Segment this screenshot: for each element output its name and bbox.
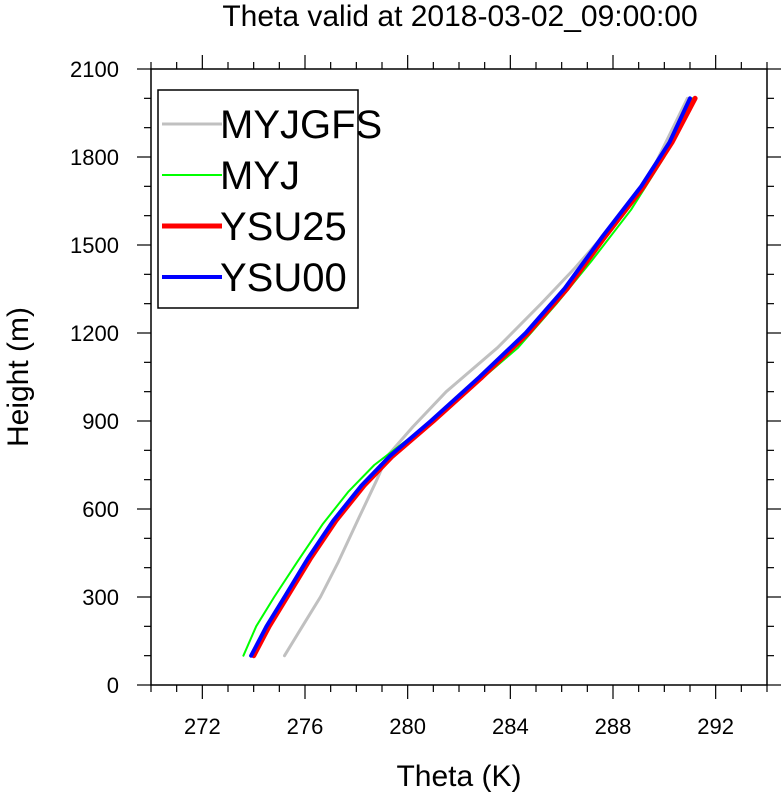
y-tick-label: 600 [82, 497, 119, 522]
x-tick-label: 280 [389, 714, 426, 739]
y-tick-label: 1800 [70, 145, 119, 170]
legend-box [157, 89, 359, 309]
legend-label: YSU25 [220, 205, 347, 249]
x-tick-label: 288 [595, 714, 632, 739]
y-tick-label: 900 [82, 409, 119, 434]
y-tick-label: 2100 [70, 57, 119, 82]
plot-area: 272 276 280 284 288 292 0 300 600 900 1200 1500 1800… [70, 55, 781, 739]
x-tick-label: 276 [287, 714, 324, 739]
legend-label: MYJGFS [220, 103, 382, 147]
x-axis-label: Theta (K) [396, 760, 521, 793]
y-tick-label: 1500 [70, 233, 119, 258]
x-tick-label: 272 [184, 714, 221, 739]
y-tick-label: 1200 [70, 321, 119, 346]
y-axis-label: Height (m) [2, 307, 35, 447]
legend-label: YSU00 [220, 256, 347, 300]
y-tick-label: 300 [82, 585, 119, 610]
series-line-ysu00 [249, 96, 692, 658]
legend: MYJGFS MYJ YSU25 YSU00 [157, 89, 382, 309]
chart-title: Theta valid at 2018-03-02_09:00:00 [222, 0, 697, 33]
legend-label: MYJ [220, 154, 300, 198]
x-tick-label: 292 [697, 714, 734, 739]
x-tick-label: 284 [492, 714, 529, 739]
y-tick-label: 0 [107, 673, 119, 698]
